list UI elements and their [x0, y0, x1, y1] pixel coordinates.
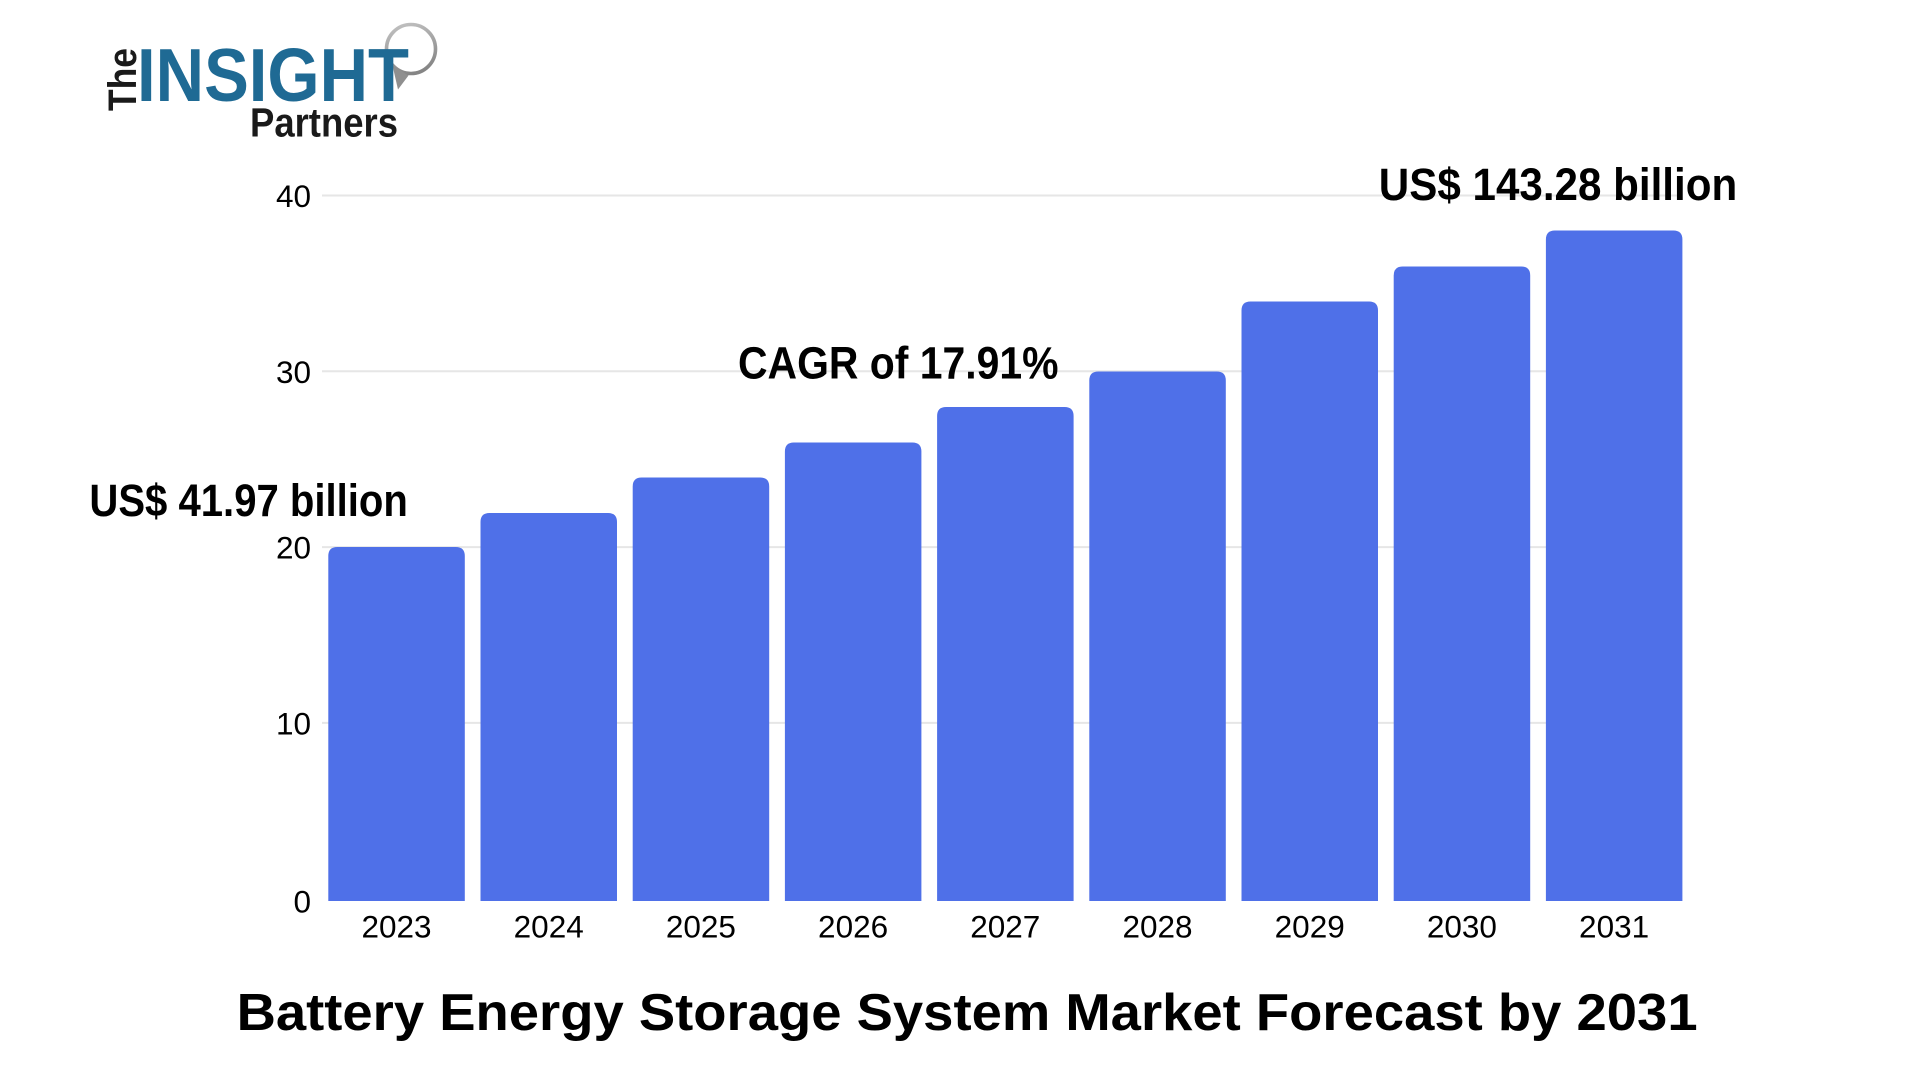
svg-text:2030: 2030: [1427, 909, 1497, 945]
svg-text:Battery Energy Storage System: Battery Energy Storage System Market For…: [237, 984, 1698, 1042]
svg-text:10: 10: [276, 705, 311, 741]
svg-text:2028: 2028: [1122, 909, 1192, 945]
svg-text:2025: 2025: [666, 909, 736, 945]
svg-text:20: 20: [276, 530, 311, 566]
svg-text:2027: 2027: [970, 909, 1040, 945]
svg-text:INSIGHT: INSIGHT: [137, 33, 409, 117]
svg-text:US$ 41.97 billion: US$ 41.97 billion: [89, 475, 408, 526]
svg-text:2023: 2023: [361, 909, 431, 945]
svg-text:2029: 2029: [1275, 909, 1345, 945]
svg-text:The: The: [101, 48, 145, 111]
svg-text:US$ 143.28 billion: US$ 143.28 billion: [1379, 159, 1737, 210]
svg-text:30: 30: [276, 354, 311, 390]
svg-text:0: 0: [293, 884, 311, 920]
svg-text:40: 40: [276, 178, 311, 214]
svg-text:Partners: Partners: [250, 100, 398, 146]
svg-text:2024: 2024: [514, 909, 584, 945]
svg-text:2026: 2026: [818, 909, 888, 945]
svg-text:2031: 2031: [1579, 909, 1649, 945]
svg-text:CAGR of 17.91%: CAGR of 17.91%: [738, 337, 1059, 388]
